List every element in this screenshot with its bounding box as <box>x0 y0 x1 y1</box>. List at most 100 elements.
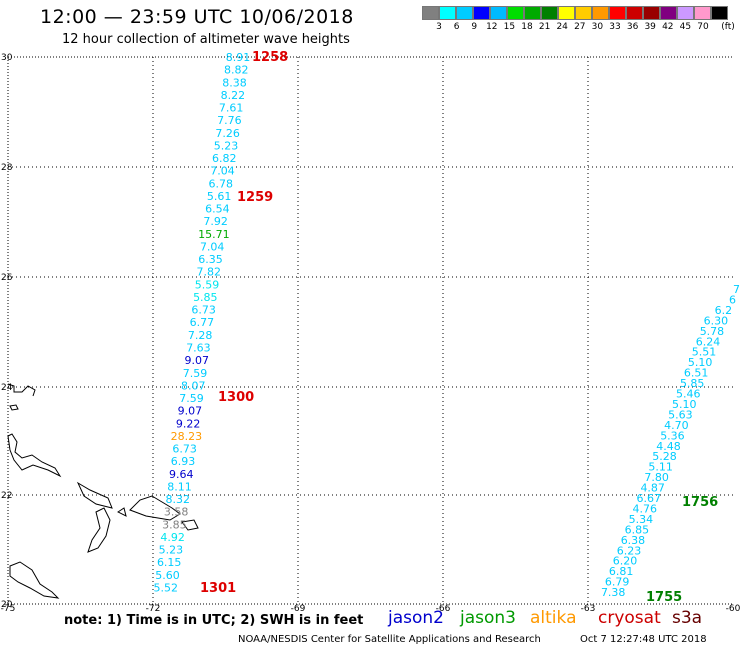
swh-value: 6.73 <box>172 443 197 456</box>
legend-tick-label: 12 <box>486 22 498 32</box>
pass-time-label: 1755 <box>646 590 682 605</box>
pass-time-label: 1259 <box>237 190 273 205</box>
map-subtitle: 12 hour collection of altimeter wave hei… <box>62 32 350 47</box>
pass-time-labels: 1258 1259 1300 1301 1756 1755 <box>200 50 718 605</box>
swh-value: 8.82 <box>224 64 249 77</box>
swh-value: 8.11 <box>167 480 192 493</box>
swh-value: 4.48 <box>656 440 681 453</box>
swh-value: 7.80 <box>644 471 669 484</box>
legend-color-swatch <box>439 6 456 20</box>
swh-value: 4.70 <box>664 419 689 432</box>
legend-tick-label: 30 <box>591 22 604 32</box>
pass-time-label: 1301 <box>200 581 236 596</box>
latitude-label: 22 <box>1 491 12 501</box>
swh-value: 7.04 <box>200 240 225 253</box>
swh-value: 8.38 <box>222 76 247 89</box>
satellite-label-cryosat: cryosat <box>598 608 661 628</box>
swh-value: 3.58 <box>164 506 189 519</box>
swh-value: 7.26 <box>215 127 240 140</box>
coastline <box>7 383 199 599</box>
swh-value: 6.23 <box>617 544 642 557</box>
swh-value: 4.76 <box>633 502 658 515</box>
swh-value: 5.28 <box>652 450 677 463</box>
legend-tick-label: 9 <box>471 22 478 32</box>
swh-value: 6.15 <box>157 556 182 569</box>
map-title: 12:00 — 23:59 UTC 10/06/2018 <box>40 6 354 28</box>
map-grid <box>8 57 733 604</box>
legend-color-swatch <box>592 6 609 20</box>
longitude-label: -72 <box>146 604 161 614</box>
legend-color-swatch <box>711 6 728 20</box>
swh-value: 6.51 <box>684 367 709 380</box>
legend-tick-label: 45 <box>679 22 692 32</box>
swh-value: 6.79 <box>605 576 630 589</box>
swh-value: 6 <box>729 293 736 306</box>
swh-value: 5.10 <box>688 356 713 369</box>
pass-time-label: 1756 <box>682 495 718 510</box>
legend-tick-label: 27 <box>574 22 586 32</box>
swh-value: 5.23 <box>159 544 184 557</box>
swh-value: 4.92 <box>160 531 185 544</box>
swh-value: 9.07 <box>184 354 209 367</box>
longitude-label: -63 <box>581 604 596 614</box>
swh-value: 7.63 <box>186 341 211 354</box>
swh-value: 6.67 <box>637 492 662 505</box>
swh-value: 6.54 <box>205 203 230 216</box>
legend-tick-label: 42 <box>662 22 674 32</box>
swh-value: 5.46 <box>676 388 701 401</box>
satellite-label-s3a: s3a <box>672 608 703 628</box>
legend-color-swatch <box>660 6 677 20</box>
swh-value: 8.32 <box>166 493 191 506</box>
latitude-label: 26 <box>1 273 13 283</box>
swh-value: 28.23 <box>171 430 203 443</box>
legend-color-swatch <box>524 6 541 20</box>
legend-color-swatch <box>422 6 439 20</box>
swh-value: 6.81 <box>609 565 634 578</box>
swh-value: 7.92 <box>203 215 228 228</box>
swh-value: 5.10 <box>672 398 697 411</box>
swh-value: 7.28 <box>188 329 213 342</box>
swh-value: 9.22 <box>176 417 201 430</box>
axis-labels: 30 28 26 24 22 20-75 -72 -69 -66 -63 -60 <box>1 53 740 614</box>
legend-color-swatch <box>473 6 490 20</box>
jason3-pass-east: 766.26.305.786.245.515.106.515.855.465.1… <box>601 283 740 599</box>
map-frame <box>7 56 733 605</box>
wave-height-color-legend: 3 6 9 12 15 18 21 24 27 30 33 36 39 42 45 70 (ft) <box>422 6 735 36</box>
satellite-label-jason3: jason3 <box>460 608 516 628</box>
swh-value: 9.64 <box>169 468 194 481</box>
swh-value: 7.04 <box>210 165 235 178</box>
swh-value: 6.85 <box>625 523 650 536</box>
longitude-label: -66 <box>436 604 451 614</box>
swh-value: 5.60 <box>155 569 180 582</box>
legend-color-swatch <box>558 6 575 20</box>
legend-tick-label: 39 <box>644 22 656 32</box>
jason2-pass-west: 8.918.828.388.227.617.767.265.236.827.04… <box>154 51 251 594</box>
legend-color-swatch <box>609 6 626 20</box>
swh-value: 7.61 <box>219 102 244 115</box>
swh-value: 6.73 <box>191 304 216 317</box>
legend-color-swatch <box>456 6 473 20</box>
swh-value: 5.59 <box>195 278 220 291</box>
legend-tick-label: 21 <box>538 22 551 32</box>
swh-value: 5.85 <box>193 291 218 304</box>
swh-value: 7.76 <box>217 114 242 127</box>
swh-value: 7.82 <box>197 266 222 279</box>
swh-value: 8.91 <box>226 51 251 64</box>
swh-value: 5.23 <box>214 139 239 152</box>
legend-tick-label: 3 <box>436 22 442 32</box>
satellite-label-altika: altika <box>530 608 577 628</box>
latitude-label: 30 <box>1 53 13 63</box>
longitude-label: -75 <box>1 604 16 614</box>
swh-value: 7.59 <box>183 367 208 380</box>
legend-tick-label: 36 <box>626 22 639 32</box>
legend-color-swatch <box>490 6 507 20</box>
swh-value: 6.93 <box>171 455 196 468</box>
swh-value: 15.71 <box>198 228 230 241</box>
swh-value: 5.11 <box>648 461 673 474</box>
footer-note: note: 1) Time is in UTC; 2) SWH is in fe… <box>64 613 364 628</box>
credit-line: NOAA/NESDIS Center for Satellite Applica… <box>238 634 541 645</box>
swh-value: 8.22 <box>221 89 246 102</box>
pass-time-label: 1300 <box>218 390 254 405</box>
swh-value: 3.85 <box>162 518 187 531</box>
swh-value: 5.85 <box>680 377 705 390</box>
